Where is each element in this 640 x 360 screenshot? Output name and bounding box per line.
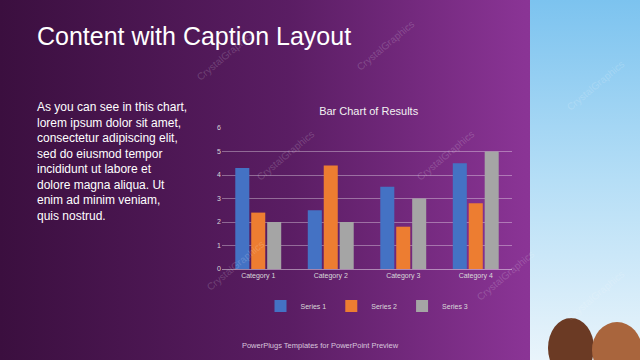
svg-text:Series 2: Series 2 [371, 303, 397, 310]
svg-text:1: 1 [217, 242, 221, 249]
svg-text:4: 4 [217, 171, 221, 178]
svg-text:Bar Chart of Results: Bar Chart of Results [319, 105, 419, 117]
svg-text:Category 1: Category 1 [241, 272, 275, 280]
svg-text:6: 6 [217, 124, 221, 131]
svg-text:Category 2: Category 2 [314, 272, 348, 280]
svg-text:3: 3 [217, 195, 221, 202]
svg-text:Series 3: Series 3 [442, 303, 468, 310]
svg-text:Category 3: Category 3 [386, 272, 420, 280]
svg-text:2: 2 [217, 218, 221, 225]
svg-text:Series 1: Series 1 [301, 303, 327, 310]
svg-text:5: 5 [217, 148, 221, 155]
svg-text:Category 4: Category 4 [459, 272, 493, 280]
